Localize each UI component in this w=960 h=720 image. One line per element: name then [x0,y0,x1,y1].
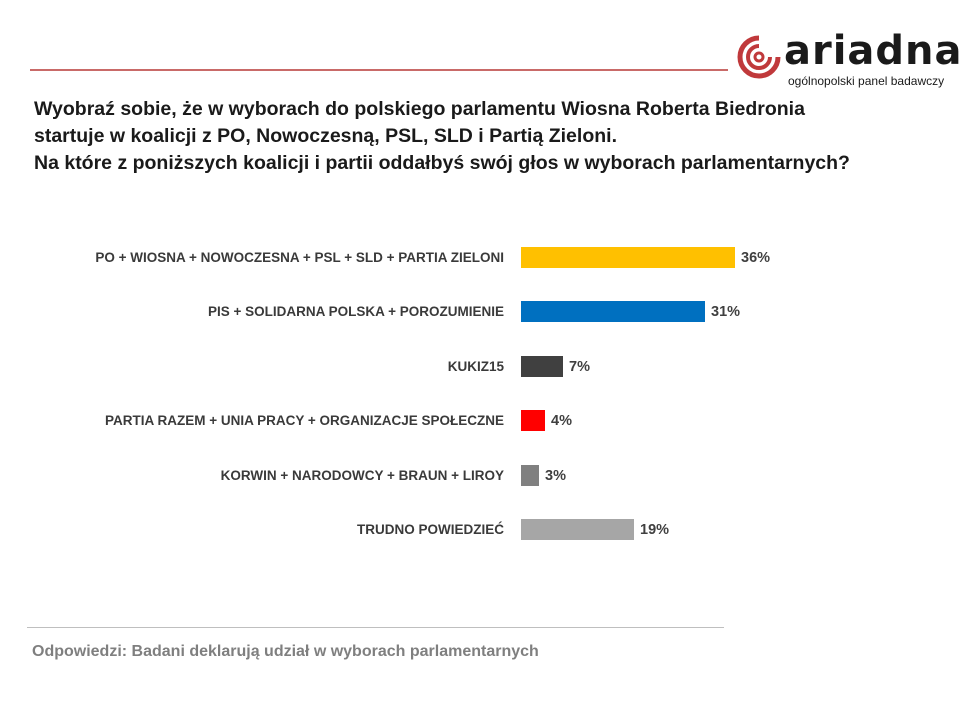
footer-divider [27,627,724,628]
footnote: Odpowiedzi: Badani deklarują udział w wy… [32,643,539,660]
chart-row: PARTIA RAZEM + UNIA PRACY + ORGANIZACJE … [0,408,960,438]
chart-row: TRUDNO POWIEDZIEĆ 19% [0,517,960,547]
chart-row: PO + WIOSNA + NOWOCZESNA + PSL + SLD + P… [0,245,960,275]
category-label: PARTIA RAZEM + UNIA PRACY + ORGANIZACJE … [104,413,504,428]
value-label: 19% [640,522,670,538]
category-label: PO + WIOSNA + NOWOCZESNA + PSL + SLD + P… [95,250,504,265]
question-line: startuje w koalicji z PO, Nowoczesną, PS… [34,125,617,147]
category-label: PIS + SOLIDARNA POLSKA + POROZUMIENIE [207,304,504,319]
bar [521,301,705,322]
chart-row: PIS + SOLIDARNA POLSKA + POROZUMIENIE 31% [0,299,960,329]
header-divider [30,69,728,71]
value-label: 36% [741,250,771,266]
category-label: KUKIZ15 [447,359,504,374]
chart-row: KUKIZ15 7% [0,354,960,384]
ariadna-spiral-icon [737,35,781,79]
question-line: Wyobraź sobie, że w wyborach do polskieg… [34,98,805,120]
ariadna-logo: ariadna ogólnopolski panel badawczy [736,28,960,90]
value-label: 3% [545,468,566,484]
bar [521,465,539,486]
survey-question: Wyobraź sobie, że w wyborach do polskieg… [34,96,934,177]
value-label: 4% [551,413,572,429]
question-line: Na które z poniższych koalicji i partii … [34,152,850,174]
brand-name: ariadna [784,28,960,74]
bar-chart: PO + WIOSNA + NOWOCZESNA + PSL + SLD + P… [0,230,960,560]
bar [521,247,735,268]
value-label: 7% [569,359,590,375]
category-label: KORWIN + NARODOWCY + BRAUN + LIROY [220,468,504,483]
value-label: 31% [711,304,741,320]
chart-row: KORWIN + NARODOWCY + BRAUN + LIROY 3% [0,463,960,493]
bar [521,519,634,540]
brand-tagline: ogólnopolski panel badawczy [788,74,945,88]
category-label: TRUDNO POWIEDZIEĆ [357,522,504,537]
bar [521,410,545,431]
bar [521,356,563,377]
